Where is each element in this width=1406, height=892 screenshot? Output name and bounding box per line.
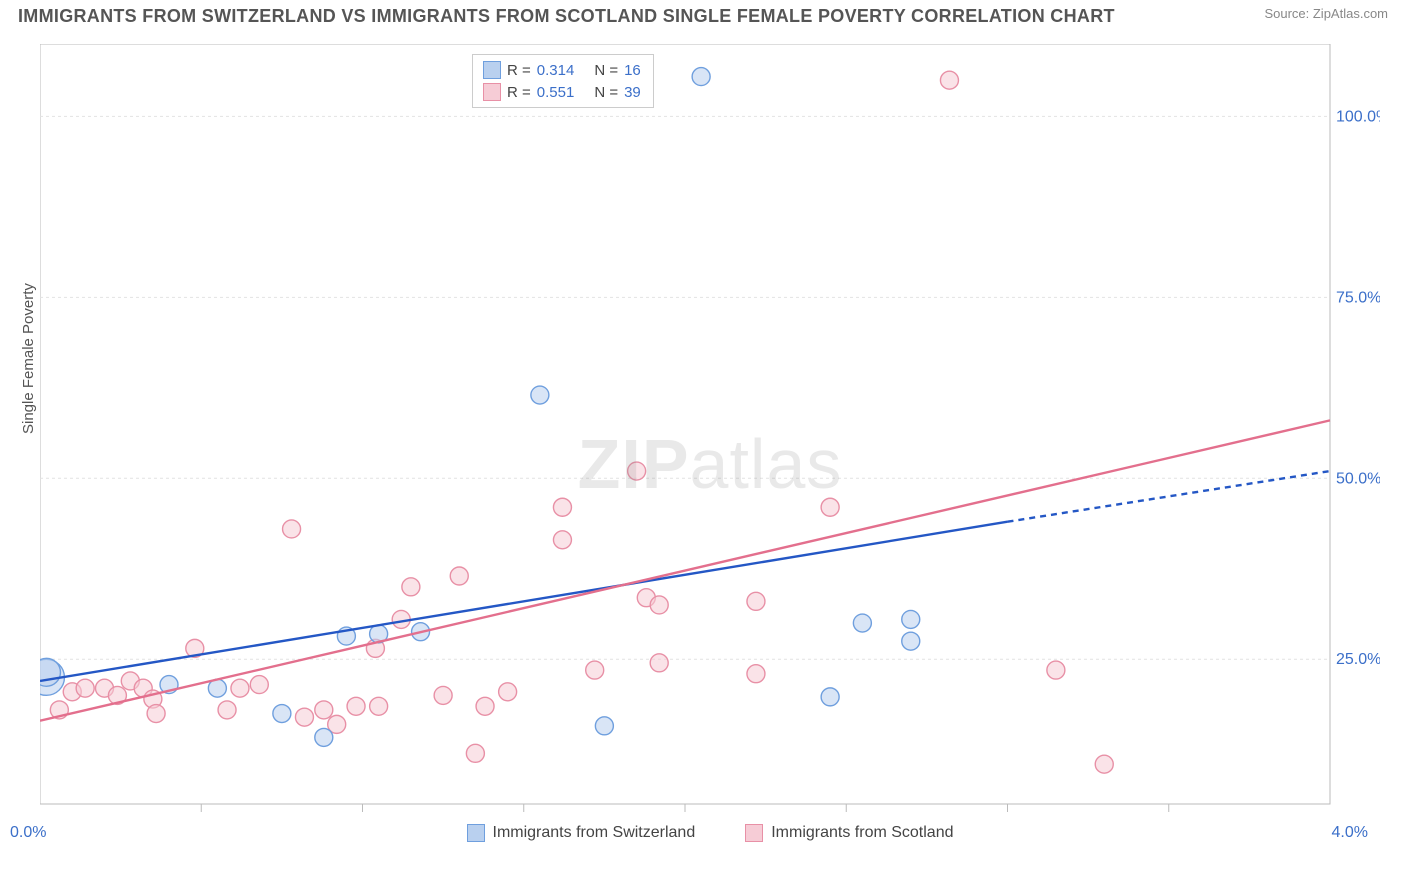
data-point-scotland — [450, 567, 468, 585]
data-point-switzerland — [902, 610, 920, 628]
y-tick-label: 75.0% — [1336, 289, 1380, 306]
chart-area: Single Female Poverty 25.0%50.0%75.0%100… — [40, 44, 1380, 842]
legend-swatch-switzerland — [467, 824, 485, 842]
data-point-scotland — [466, 744, 484, 762]
data-point-scotland — [650, 654, 668, 672]
data-point-switzerland — [40, 658, 60, 686]
y-tick-label: 25.0% — [1336, 651, 1380, 668]
x-axis-max: 4.0% — [1332, 824, 1368, 842]
data-point-scotland — [250, 676, 268, 694]
n-value-switzerland: 16 — [624, 62, 641, 79]
swatch-scotland — [483, 83, 501, 101]
y-tick-label: 100.0% — [1336, 108, 1380, 125]
chart-source: Source: ZipAtlas.com — [1264, 6, 1388, 21]
data-point-scotland — [295, 708, 313, 726]
data-point-scotland — [499, 683, 517, 701]
data-point-scotland — [553, 498, 571, 516]
data-point-scotland — [476, 697, 494, 715]
legend-label-switzerland: Immigrants from Switzerland — [493, 824, 696, 842]
legend-swatch-scotland — [745, 824, 763, 842]
r-value-switzerland: 0.314 — [537, 62, 575, 79]
stats-row-switzerland: R = 0.314 N = 16 — [483, 59, 641, 81]
data-point-scotland — [315, 701, 333, 719]
legend-label-scotland: Immigrants from Scotland — [771, 824, 953, 842]
data-point-scotland — [650, 596, 668, 614]
y-axis-label: Single Female Poverty — [20, 283, 37, 434]
data-point-switzerland — [853, 614, 871, 632]
x-axis-min: 0.0% — [10, 824, 46, 842]
data-point-scotland — [1095, 755, 1113, 773]
data-point-scotland — [1047, 661, 1065, 679]
data-point-scotland — [940, 71, 958, 89]
n-label: N = — [594, 62, 618, 79]
data-point-scotland — [147, 705, 165, 723]
r-value-scotland: 0.551 — [537, 84, 575, 101]
r-label: R = — [507, 84, 531, 101]
stats-row-scotland: R = 0.551 N = 39 — [483, 81, 641, 103]
scatter-chart: 25.0% 50.0% 75.0% 100.0% — [40, 44, 1380, 842]
n-label: N = — [594, 84, 618, 101]
data-point-scotland — [434, 686, 452, 704]
n-value-scotland: 39 — [624, 84, 641, 101]
data-point-scotland — [821, 498, 839, 516]
data-point-scotland — [628, 462, 646, 480]
data-point-scotland — [76, 679, 94, 697]
data-point-switzerland — [595, 717, 613, 735]
data-point-switzerland — [902, 632, 920, 650]
data-point-switzerland — [273, 705, 291, 723]
data-point-scotland — [218, 701, 236, 719]
data-point-scotland — [231, 679, 249, 697]
data-point-switzerland — [531, 386, 549, 404]
data-point-scotland — [747, 592, 765, 610]
series-legend: 0.0% 4.0% Immigrants from SwitzerlandImm… — [40, 824, 1380, 842]
legend-item-scotland: Immigrants from Scotland — [745, 824, 953, 842]
data-point-scotland — [553, 531, 571, 549]
legend-item-switzerland: Immigrants from Switzerland — [467, 824, 696, 842]
swatch-switzerland — [483, 61, 501, 79]
chart-title: IMMIGRANTS FROM SWITZERLAND VS IMMIGRANT… — [18, 6, 1115, 27]
data-point-scotland — [402, 578, 420, 596]
data-point-scotland — [347, 697, 365, 715]
r-label: R = — [507, 62, 531, 79]
data-point-scotland — [586, 661, 604, 679]
stats-legend: R = 0.314 N = 16 R = 0.551 N = 39 — [472, 54, 654, 108]
data-point-scotland — [283, 520, 301, 538]
data-point-scotland — [747, 665, 765, 683]
data-point-switzerland — [692, 68, 710, 86]
data-point-scotland — [370, 697, 388, 715]
data-point-switzerland — [315, 728, 333, 746]
y-tick-label: 50.0% — [1336, 470, 1380, 487]
data-point-switzerland — [821, 688, 839, 706]
